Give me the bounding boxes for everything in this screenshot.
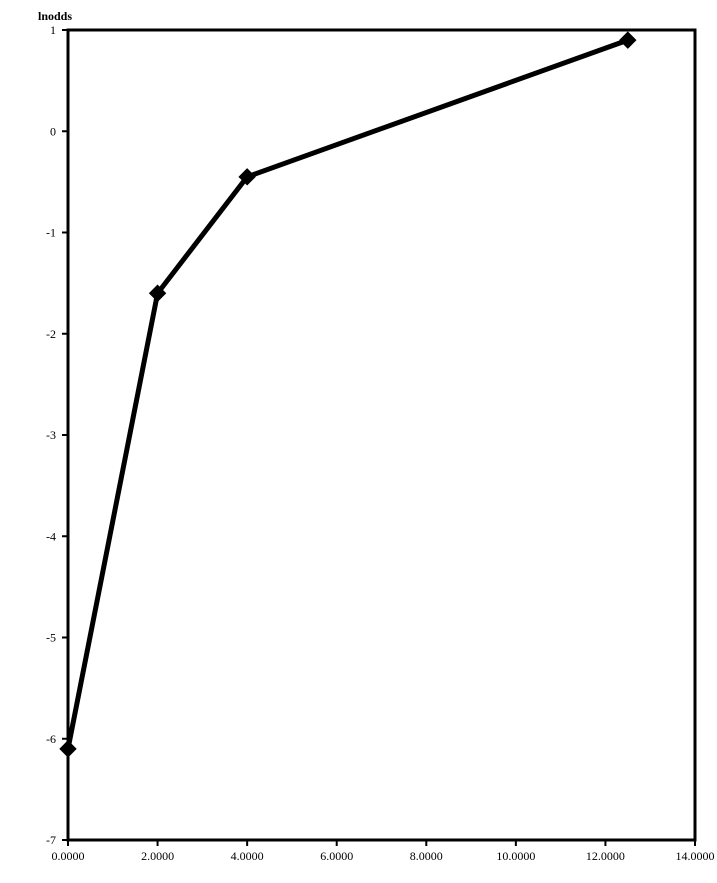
x-tick-label: 4.0000 [231,849,264,863]
x-tick-label: 14.0000 [676,849,715,863]
y-tick-label: 0 [50,124,56,138]
x-tick-label: 6.0000 [320,849,353,863]
y-axis-label-text: lnodds [38,9,72,23]
y-tick-label: -1 [46,226,56,240]
y-tick-label: -6 [46,732,56,746]
y-tick-label: -5 [46,631,56,645]
x-tick-label: 10.0000 [496,849,535,863]
y-tick-label: -3 [46,428,56,442]
line-chart: 0.0000 2.0000 4.0000 6.0000 8.0000 10.0000 12.… [0,0,717,883]
y-tick-label: -7 [46,833,56,847]
chart-svg: 0.0000 2.0000 4.0000 6.0000 8.0000 10.0000 12.… [0,0,717,883]
x-tick-label: 8.0000 [410,849,443,863]
x-tick-label: 0.0000 [52,849,85,863]
y-tick-label: -2 [46,327,56,341]
x-tick-label: 12.0000 [586,849,625,863]
x-tick-label: 2.0000 [141,849,174,863]
y-tick-label: 1 [50,23,56,37]
y-tick-label: -4 [46,529,56,543]
